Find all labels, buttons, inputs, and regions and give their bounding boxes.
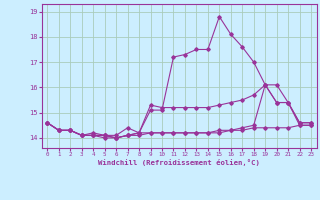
X-axis label: Windchill (Refroidissement éolien,°C): Windchill (Refroidissement éolien,°C) bbox=[98, 159, 260, 166]
